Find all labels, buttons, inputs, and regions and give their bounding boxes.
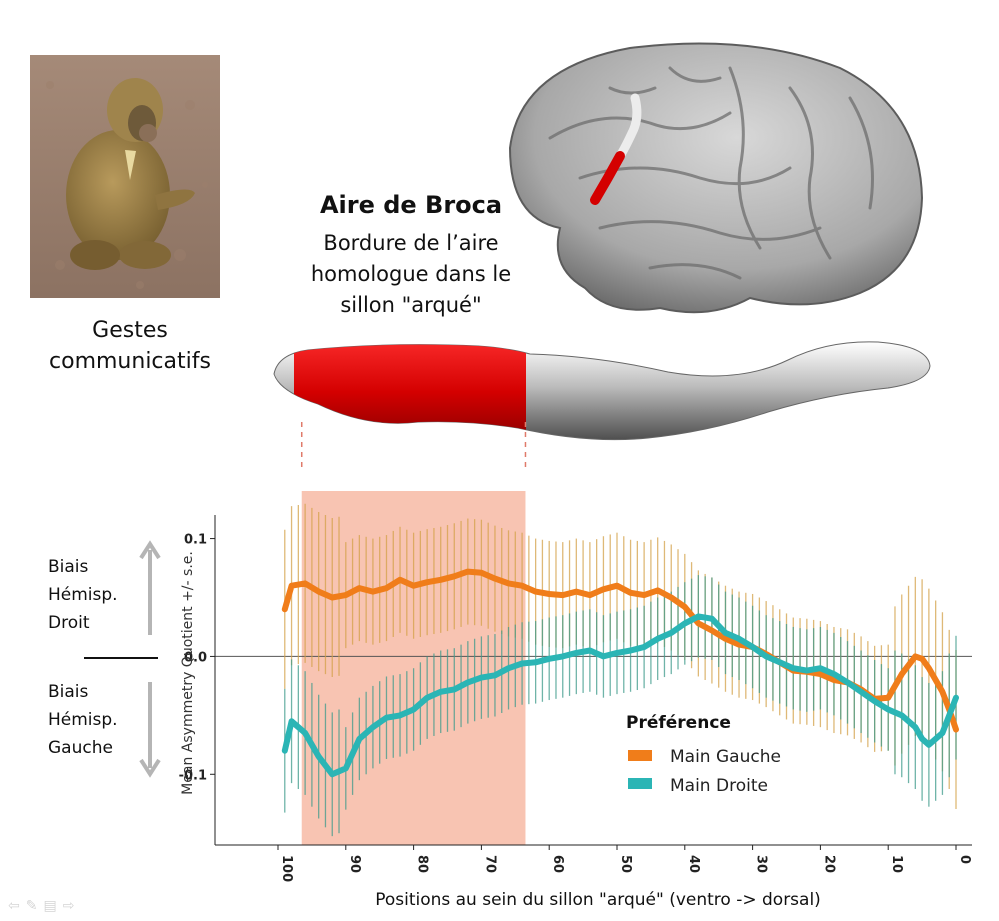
legend: Préférence Main Gauche Main Droite [626, 713, 781, 796]
legend-title: Préférence [626, 713, 731, 733]
x-tick-label: 30 [754, 855, 769, 873]
gestures-caption: Gestes communicatifs [20, 315, 240, 377]
gestures-caption-line1: Gestes [92, 318, 168, 343]
menu-icon[interactable]: ▤ [43, 898, 63, 914]
bias-arrows [84, 540, 161, 778]
x-tick-label: 80 [415, 855, 430, 873]
error-bars-main-droite [284, 575, 957, 837]
x-tick-label: 0 [957, 855, 972, 864]
bias-right-line3: Droit [48, 613, 90, 633]
x-ticks: 100 90 80 70 60 50 40 30 20 10 0 [277, 845, 972, 882]
arcuate-sulcus-render [273, 341, 931, 441]
legend-swatch-main-droite [628, 778, 652, 789]
bias-right-line1: Biais [48, 557, 89, 577]
pen-icon[interactable]: ✎ [25, 898, 44, 914]
bias-left-label: Biais Hémisp. Gauche [48, 678, 138, 762]
bias-left-line2: Hémisp. [48, 710, 118, 730]
broca-description: Bordure de l’aire homologue dans le sill… [276, 228, 546, 321]
broca-title: Aire de Broca [319, 191, 503, 219]
y-tick-label: 0.1 [184, 533, 207, 548]
legend-swatch-main-gauche [628, 750, 652, 761]
prev-icon[interactable]: ⇦ [8, 898, 26, 914]
broca-description-line1: Bordure de l’aire [323, 231, 499, 255]
series-line-main-droite [281, 613, 959, 778]
x-tick-label: 60 [550, 855, 565, 873]
bias-left-line3: Gauche [48, 738, 113, 758]
x-tick-label: 20 [821, 855, 836, 873]
broca-guide-lines [300, 422, 527, 472]
next-icon[interactable]: ⇨ [62, 898, 81, 914]
up-arrow-head-icon [139, 540, 161, 560]
y-tick-label: 0.0 [184, 650, 207, 665]
x-tick-label: 70 [482, 855, 497, 873]
bias-right-line2: Hémisp. [48, 585, 118, 605]
down-arrow-head-icon [139, 758, 161, 778]
x-tick-label: 40 [686, 855, 701, 873]
broca-description-line3: sillon "arqué" [340, 293, 482, 317]
x-tick-label: 90 [347, 855, 362, 873]
x-tick-label: 10 [889, 855, 904, 873]
y-tick-label: -0.1 [179, 768, 207, 783]
legend-label-main-droite: Main Droite [670, 776, 768, 796]
brain-3d-render [508, 42, 924, 314]
bias-left-line1: Biais [48, 682, 89, 702]
baboon-photo [30, 55, 220, 298]
x-tick-label: 50 [618, 855, 633, 873]
legend-label-main-gauche: Main Gauche [670, 747, 781, 767]
y-axis-label: Mean Asymmetry Quotient +/- s.e. [180, 551, 196, 795]
bias-right-label: Biais Hémisp. Droit [48, 553, 138, 637]
gestures-caption-line2: communicatifs [49, 349, 211, 374]
x-axis-label: Positions au sein du sillon "arqué" (ven… [375, 890, 821, 910]
broca-description-line2: homologue dans le [310, 262, 512, 286]
asymmetry-chart: 0.10.0-0.1 100 90 80 70 60 50 40 30 20 10 0 Mean A… [179, 422, 972, 910]
series-lines [281, 568, 959, 778]
x-tick-label: 100 [279, 855, 294, 882]
y-ticks: 0.1 0.0 -0.1 [179, 533, 215, 783]
slide-nav-controls[interactable]: ⇦✎▤⇨ [8, 898, 80, 914]
